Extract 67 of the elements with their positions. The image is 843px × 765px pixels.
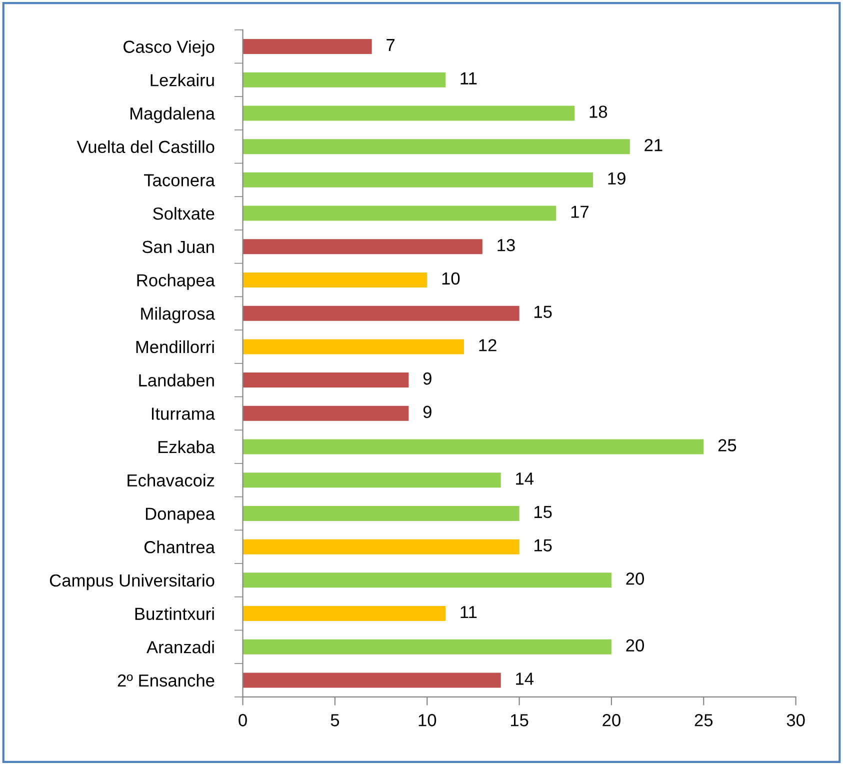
y-tick-label: Lezkairu [150,74,214,86]
data-label: 10 [442,272,460,285]
y-tick-label: Donapea [146,508,216,524]
y-tick-label: 2º Ensanche [118,674,214,687]
data-label: 20 [626,572,644,585]
bar [242,606,446,622]
bar [242,139,630,154]
y-tick-label: Casco Viejo [124,40,214,56]
y-tick-label: Campus Universitario [50,574,214,590]
y-tick-label: Magdalena [130,106,216,124]
y-tick-label: Ezkaba [158,440,216,454]
data-label: 11 [460,72,477,84]
data-label: 9 [423,406,432,418]
bar [242,639,612,654]
bar [242,206,556,221]
x-tick-label: 10 [418,714,436,726]
bar [242,239,482,254]
bar [242,339,464,354]
y-tick-label: Echavacoiz [128,474,214,487]
bar [242,472,501,488]
y-tick-label: Taconera [144,174,216,186]
bar [242,39,372,54]
y-tick-label: Chantrea [144,540,216,554]
bar [242,506,520,521]
bar [242,372,409,388]
y-tick-label: Rochapea [137,274,216,290]
y-tick-label: Mendillorri [136,340,214,354]
x-tick-label: 5 [330,714,340,726]
data-label: 13 [498,239,515,252]
x-tick-label: 25 [694,714,713,726]
data-label: 19 [608,172,626,185]
bar [242,406,409,421]
data-label: 21 [644,138,662,152]
y-tick-label: Milagrosa [141,307,216,324]
data-label: 25 [718,439,736,452]
data-label: 15 [534,506,552,518]
x-tick-label: 20 [602,714,620,726]
x-tick-label: 0 [238,714,247,726]
y-tick-label: Soltxate [153,206,214,220]
bar [242,539,520,554]
data-label: 12 [479,339,496,352]
y-tick-label: Vuelta del Castillo [76,140,214,154]
bar [242,572,612,588]
bar [242,72,446,88]
data-label: 14 [516,472,534,485]
data-label: 15 [534,539,552,552]
data-label: 14 [516,672,534,685]
bar [242,106,575,121]
x-tick-label: 15 [510,714,528,726]
data-label: 15 [534,306,552,318]
y-tick-label: Iturrama [152,408,216,420]
data-label: 17 [571,206,588,218]
bar [242,439,704,454]
y-tick-label: Aranzadi [146,640,214,654]
bar [242,306,520,321]
data-label: 7 [386,39,394,51]
y-tick-label: Landaben [139,374,214,387]
data-label: 9 [423,372,432,385]
bar [242,272,428,288]
bar [242,672,501,688]
y-tick-label: Buztintxuri [135,607,214,620]
data-label: 18 [590,106,608,118]
bar [242,172,594,188]
y-tick-label: San Juan [142,240,214,254]
data-label: 20 [626,639,644,652]
data-label: 11 [460,606,477,618]
x-tick-label: 30 [786,714,805,726]
